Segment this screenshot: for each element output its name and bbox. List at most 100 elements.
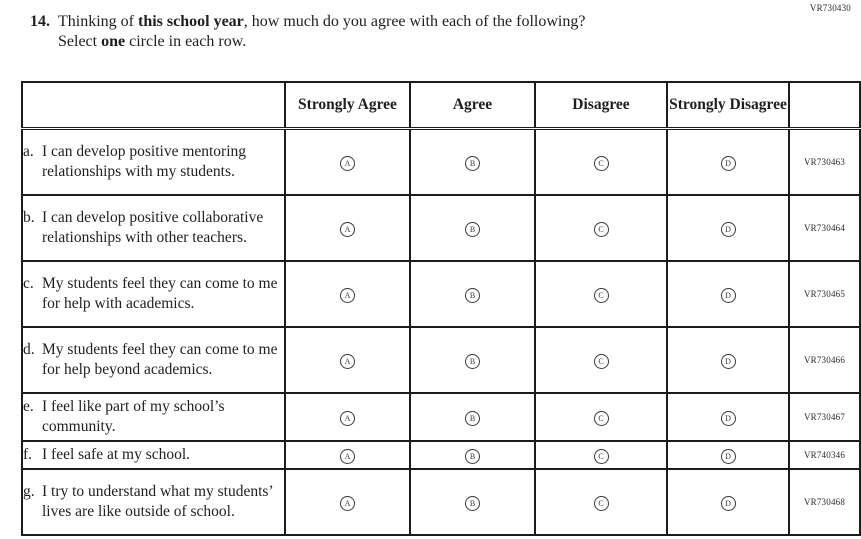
- answer-bubble-c[interactable]: C: [593, 155, 609, 171]
- answer-bubble-c[interactable]: C: [593, 353, 609, 369]
- row-code: VR730467: [788, 391, 861, 442]
- question-seg4: circle in each row.: [125, 32, 247, 50]
- answer-bubble-a[interactable]: A: [340, 448, 355, 464]
- cell-strongly-disagree: D: [666, 391, 790, 442]
- question-seg1: Thinking of: [58, 13, 138, 30]
- row-letter: d.: [23, 341, 35, 359]
- cell-agree: B: [409, 325, 536, 394]
- cell-strongly-disagree: D: [666, 259, 790, 328]
- row-code: VR730463: [788, 127, 861, 196]
- answer-bubble-c[interactable]: C: [593, 495, 609, 511]
- question-text: Thinking of this school year, how much d…: [58, 12, 585, 51]
- answer-bubble-d[interactable]: D: [720, 448, 736, 464]
- cell-strongly-agree: A: [284, 467, 411, 536]
- cell-strongly-agree: A: [284, 325, 411, 394]
- row-letter: f.: [23, 445, 33, 463]
- answer-bubble-d[interactable]: D: [720, 410, 736, 426]
- row-code: VR730468: [788, 467, 861, 536]
- answer-bubble-b[interactable]: B: [465, 353, 480, 369]
- answer-bubble-c[interactable]: C: [593, 287, 609, 303]
- row-statement-text: I feel safe at my school.: [42, 445, 191, 463]
- question-seg2: , how much do you agree with each of the…: [243, 13, 586, 30]
- cell-strongly-agree: A: [284, 391, 411, 442]
- table-row-a: a. I can develop positive mentoring rela…: [21, 127, 861, 196]
- header-disagree: Disagree: [534, 81, 668, 130]
- cell-strongly-agree: A: [284, 259, 411, 328]
- row-statement: c. My students feel they can come to me …: [21, 259, 286, 328]
- cell-strongly-agree: A: [284, 193, 411, 262]
- cell-strongly-disagree: D: [666, 127, 790, 196]
- row-code: VR730464: [788, 193, 861, 262]
- answer-bubble-b[interactable]: B: [465, 495, 480, 511]
- row-letter: b.: [23, 209, 35, 227]
- row-statement: d. My students feel they can come to me …: [21, 325, 286, 394]
- cell-agree: B: [409, 127, 536, 196]
- answer-bubble-a[interactable]: A: [340, 495, 355, 511]
- answer-bubble-c[interactable]: C: [593, 410, 609, 426]
- answer-bubble-b[interactable]: B: [465, 287, 480, 303]
- table-row-d: d. My students feel they can come to me …: [21, 325, 861, 394]
- question-bold1: this school year: [138, 13, 244, 30]
- row-letter: c.: [23, 275, 34, 293]
- answer-bubble-c[interactable]: C: [593, 221, 609, 237]
- row-letter: g.: [23, 483, 35, 501]
- answer-bubble-d[interactable]: D: [720, 155, 736, 171]
- row-letter: a.: [23, 143, 34, 161]
- row-letter: e.: [23, 398, 34, 416]
- answer-bubble-d[interactable]: D: [720, 353, 736, 369]
- survey-table: Strongly Agree Agree Disagree Strongly D…: [21, 81, 861, 536]
- header-row: Strongly Agree Agree Disagree Strongly D…: [21, 81, 861, 130]
- table-row-g: g. I try to understand what my students’…: [21, 467, 861, 536]
- question-seg3: Select: [58, 32, 102, 50]
- answer-bubble-d[interactable]: D: [720, 221, 736, 237]
- cell-disagree: C: [534, 259, 668, 328]
- answer-bubble-a[interactable]: A: [340, 155, 355, 171]
- cell-strongly-disagree: D: [666, 439, 790, 470]
- cell-strongly-disagree: D: [666, 325, 790, 394]
- row-statement-text: My students feel they can come to me for…: [42, 341, 278, 378]
- row-statement: f. I feel safe at my school.: [21, 439, 286, 470]
- answer-bubble-d[interactable]: D: [720, 287, 736, 303]
- row-statement-text: I can develop positive mentoring relatio…: [42, 143, 247, 180]
- cell-disagree: C: [534, 193, 668, 262]
- row-statement: g. I try to understand what my students’…: [21, 467, 286, 536]
- answer-bubble-a[interactable]: A: [340, 221, 355, 237]
- table-row-e: e. I feel like part of my school’s commu…: [21, 391, 861, 442]
- answer-bubble-a[interactable]: A: [340, 410, 355, 426]
- answer-bubble-a[interactable]: A: [340, 287, 355, 303]
- row-code: VR730466: [788, 325, 861, 394]
- page-code: VR730430: [809, 3, 851, 13]
- cell-agree: B: [409, 259, 536, 328]
- cell-disagree: C: [534, 325, 668, 394]
- cell-agree: B: [409, 193, 536, 262]
- row-statement-text: My students feel they can come to me for…: [42, 275, 278, 312]
- table-row-b: b. I can develop positive collaborative …: [21, 193, 861, 262]
- cell-strongly-disagree: D: [666, 193, 790, 262]
- header-code-blank: [788, 81, 861, 130]
- table-row-c: c. My students feel they can come to me …: [21, 259, 861, 328]
- cell-agree: B: [409, 439, 536, 470]
- cell-strongly-disagree: D: [666, 467, 790, 536]
- row-statement-text: I can develop positive collaborative rel…: [42, 209, 264, 246]
- cell-strongly-agree: A: [284, 439, 411, 470]
- answer-bubble-a[interactable]: A: [340, 353, 355, 369]
- question-number: 14.: [30, 13, 50, 30]
- cell-disagree: C: [534, 439, 668, 470]
- row-statement: e. I feel like part of my school’s commu…: [21, 391, 286, 442]
- header-strongly-agree: Strongly Agree: [284, 81, 411, 130]
- answer-bubble-b[interactable]: B: [465, 221, 480, 237]
- cell-disagree: C: [534, 391, 668, 442]
- answer-bubble-b[interactable]: B: [465, 155, 480, 171]
- answer-bubble-d[interactable]: D: [720, 495, 736, 511]
- header-statement-blank: [21, 81, 286, 130]
- cell-strongly-agree: A: [284, 127, 411, 196]
- answer-bubble-b[interactable]: B: [465, 410, 480, 426]
- cell-agree: B: [409, 391, 536, 442]
- row-code: VR740346: [788, 439, 861, 470]
- answer-bubble-b[interactable]: B: [465, 448, 480, 464]
- row-statement-text: I try to understand what my students’ li…: [42, 483, 273, 520]
- row-statement-text: I feel like part of my school’s communit…: [42, 398, 225, 435]
- cell-disagree: C: [534, 127, 668, 196]
- answer-bubble-c[interactable]: C: [593, 448, 609, 464]
